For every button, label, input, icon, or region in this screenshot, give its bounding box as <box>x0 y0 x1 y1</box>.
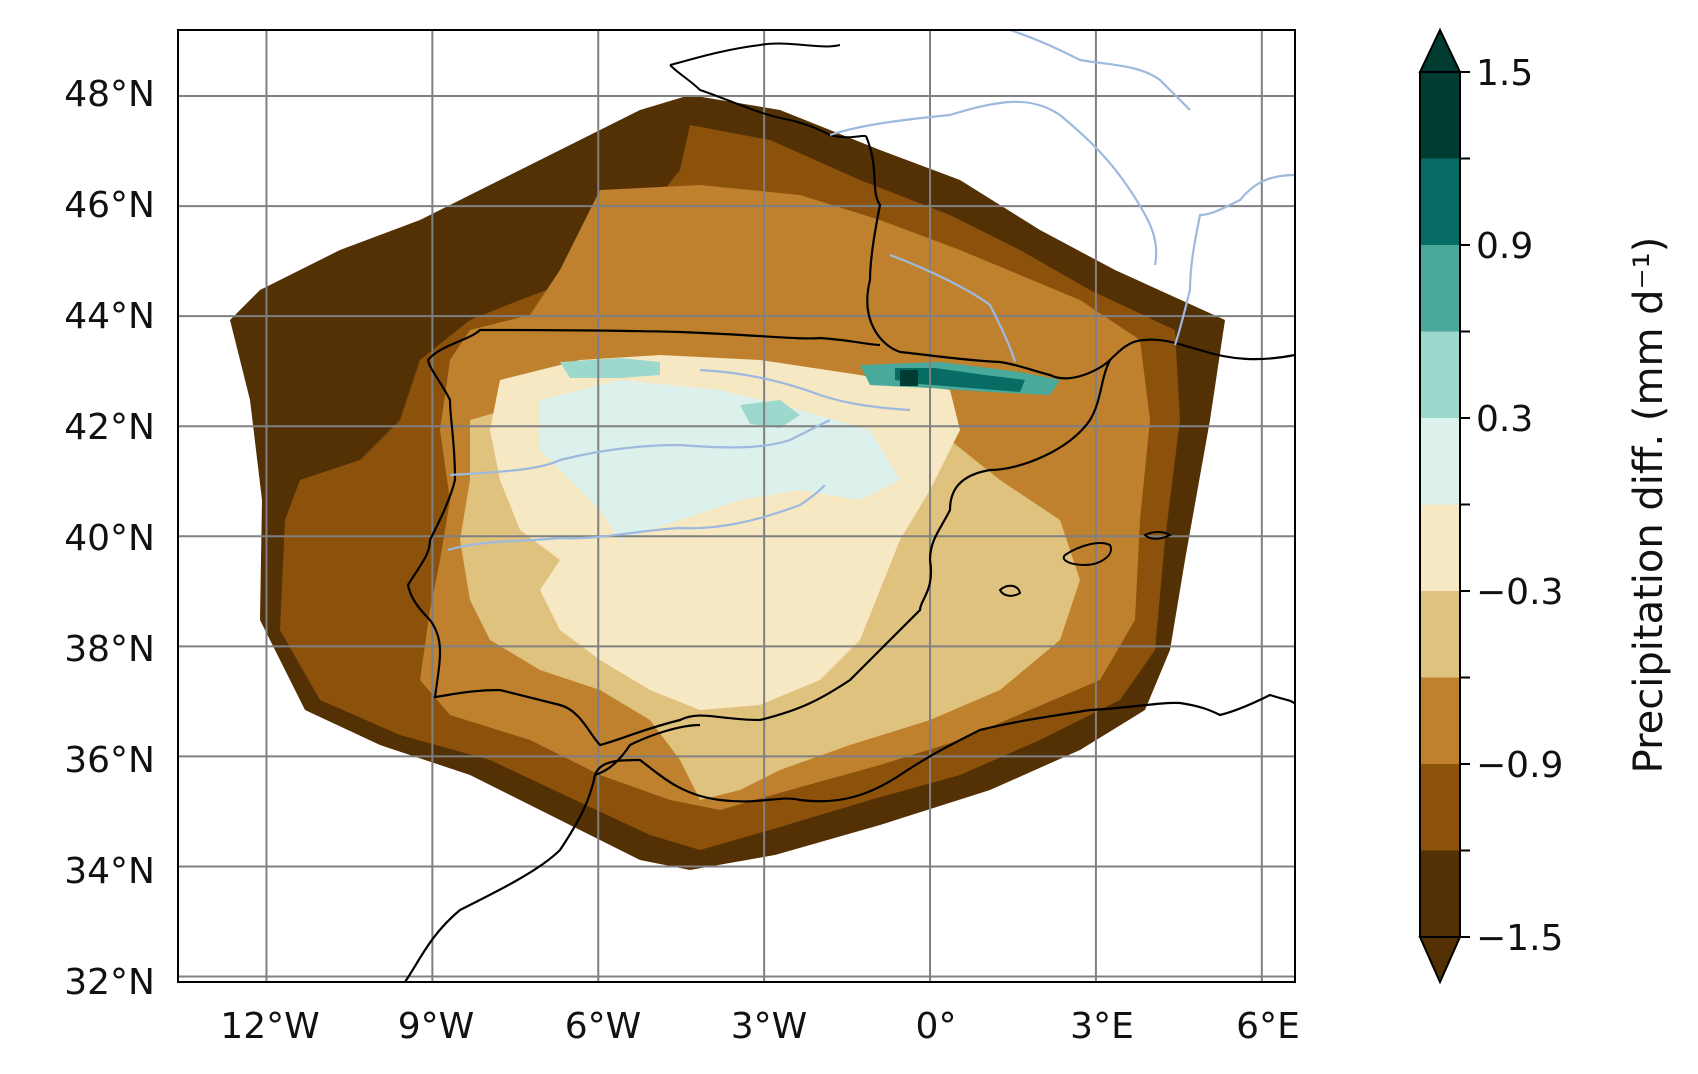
lon-label: 6°W <box>565 1006 642 1047</box>
lat-label: 46°N <box>64 185 155 226</box>
lon-label: 6°E <box>1236 1006 1300 1047</box>
river-seine <box>1009 30 1191 111</box>
river-garonne <box>889 253 1017 363</box>
lat-label: 36°N <box>64 740 155 781</box>
colorbar-tick-label: 0.9 <box>1476 226 1533 267</box>
colorbar-segment <box>1420 764 1460 851</box>
coastline-balearic-ibiza <box>998 584 1022 597</box>
lat-label: 38°N <box>64 629 155 670</box>
colorbar-segment <box>1420 504 1460 591</box>
map-frame <box>177 29 1296 983</box>
colorbar-ticks <box>1460 71 1470 938</box>
lat-label: 32°N <box>64 962 155 1003</box>
lon-label: 3°W <box>731 1006 808 1047</box>
colorbar: 1.5 0.9 0.3 −0.3 −0.9 −1.5 Precipitation… <box>1418 27 1672 985</box>
colorbar-segment <box>1420 677 1460 764</box>
field-wet-ebro <box>740 400 800 428</box>
lat-label: 44°N <box>64 296 155 337</box>
colorbar-segment <box>1420 331 1460 418</box>
colorbar-segment <box>1420 158 1460 245</box>
colorbar-tick-label: −0.3 <box>1476 572 1563 613</box>
lon-label: 3°E <box>1070 1006 1134 1047</box>
river-loire <box>829 100 1158 266</box>
colorbar-tick-label: 1.5 <box>1476 53 1533 94</box>
map-lines <box>404 30 1295 982</box>
colorbar-segments <box>1420 72 1460 937</box>
lon-label: 12°W <box>220 1006 319 1047</box>
latitude-labels: 48°N 46°N 44°N 42°N 40°N 38°N 36°N 34°N … <box>64 74 155 1003</box>
coastline-balearic-menorca <box>1143 531 1173 540</box>
colorbar-segment <box>1420 72 1460 159</box>
colorbar-extend-min <box>1418 936 1462 985</box>
longitude-labels: 12°W 9°W 6°W 3°W 0° 3°E 6°E <box>220 1006 1300 1047</box>
colorbar-tick-labels: 1.5 0.9 0.3 −0.3 −0.9 −1.5 <box>1476 53 1563 959</box>
field-wet-pyrenees-west <box>560 358 660 378</box>
lon-label: 9°W <box>398 1006 475 1047</box>
colorbar-tick-label: −1.5 <box>1476 918 1563 959</box>
colorbar-extend-max <box>1418 27 1462 73</box>
coastline-brittany <box>669 42 867 139</box>
field-wet-central <box>540 380 900 540</box>
lat-label: 34°N <box>64 851 155 892</box>
river-rhone <box>1173 173 1295 346</box>
colorbar-tick-label: −0.9 <box>1476 745 1563 786</box>
precipitation-field <box>230 95 1225 870</box>
gridlines <box>178 30 1295 982</box>
coastline-africa <box>404 693 1295 982</box>
colorbar-segment <box>1420 245 1460 332</box>
colorbar-segment <box>1420 418 1460 505</box>
river-douro <box>447 484 826 552</box>
lat-label: 48°N <box>64 74 155 115</box>
river-tagus <box>449 419 831 477</box>
coastline-balearic-mallorca <box>1062 542 1112 567</box>
lat-label: 40°N <box>64 518 155 559</box>
river-ebro <box>699 368 911 412</box>
colorbar-tick-label: 0.3 <box>1476 399 1533 440</box>
map-panel: 48°N 46°N 44°N 42°N 40°N 38°N 36°N 34°N … <box>64 29 1300 1047</box>
colorbar-segment <box>1420 591 1460 678</box>
colorbar-title: Precipitation diff. (mm d⁻¹) <box>1626 237 1672 774</box>
field-wet-pyrenees-core <box>895 368 1025 392</box>
colorbar-segment <box>1420 850 1460 937</box>
field-wet-peak <box>900 370 918 386</box>
lon-label: 0° <box>916 1006 957 1047</box>
lat-label: 42°N <box>64 407 155 448</box>
